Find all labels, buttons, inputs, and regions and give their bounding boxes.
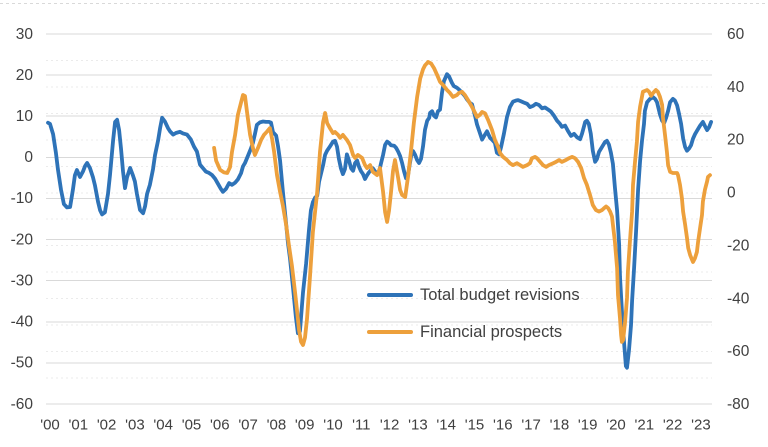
x-axis-tick-label: '22 <box>663 417 683 434</box>
x-axis-tick-label: '05 <box>182 417 202 434</box>
x-axis-tick-label: '07 <box>238 417 258 434</box>
left-axis-tick-label: -30 <box>11 272 34 289</box>
left-axis-tick-label: -60 <box>11 396 34 413</box>
x-axis-tick-label: '02 <box>97 417 117 434</box>
x-axis-tick-label: '15 <box>465 417 485 434</box>
left-axis-tick-label: -50 <box>11 355 34 372</box>
right-axis-tick-label: 20 <box>727 132 745 149</box>
right-axis-tick-label: 40 <box>727 79 745 96</box>
x-axis-tick-label: '01 <box>69 417 89 434</box>
right-axis-tick-label: 0 <box>727 185 736 202</box>
left-axis-tick-label: 30 <box>16 26 34 43</box>
series-line-total-budget-revisions <box>46 72 713 370</box>
x-axis-tick-label: '21 <box>635 417 655 434</box>
x-axis-tick-label: '08 <box>267 417 287 434</box>
legend-swatch-blue-line <box>367 293 413 297</box>
x-axis-tick-label: '10 <box>323 417 343 434</box>
x-axis-tick-label: '23 <box>691 417 711 434</box>
x-axis-tick-label: '20 <box>606 417 626 434</box>
right-axis-tick-label: -60 <box>727 343 750 360</box>
x-axis-tick-label: '18 <box>550 417 570 434</box>
right-axis-tick-label: -80 <box>727 396 750 413</box>
x-axis-tick-label: '13 <box>408 417 428 434</box>
x-axis-tick-label: '16 <box>493 417 513 434</box>
left-axis-tick-label: 0 <box>24 149 33 166</box>
legend-label-financial-prospects: Financial prospects <box>420 323 563 341</box>
x-axis-tick-label: '00 <box>40 417 60 434</box>
x-axis-tick-label: '11 <box>352 417 370 434</box>
legend-swatch-orange-line <box>367 330 413 334</box>
x-axis-tick-label: '12 <box>380 417 400 434</box>
x-axis-tick-label: '04 <box>153 417 173 434</box>
x-axis-tick-label: '17 <box>521 417 541 434</box>
legend-item-financial-prospects: Financial prospects <box>367 323 562 341</box>
left-axis-tick-label: -10 <box>11 190 34 207</box>
x-axis-tick-label: '19 <box>578 417 598 434</box>
legend-item-total-budget-revisions: Total budget revisions <box>367 286 580 304</box>
x-axis-tick-label: '03 <box>125 417 145 434</box>
x-axis-tick-label: '14 <box>436 417 456 434</box>
left-axis-tick-label: -40 <box>11 314 34 331</box>
left-axis-tick-label: 10 <box>16 108 34 125</box>
x-axis-tick-label: '06 <box>210 417 230 434</box>
right-axis-tick-label: 60 <box>727 26 745 43</box>
right-axis-tick-label: -40 <box>727 290 750 307</box>
right-axis-tick-label: -20 <box>727 237 750 254</box>
series-line-financial-prospects <box>212 60 712 347</box>
legend-label-total-budget-revisions: Total budget revisions <box>420 286 580 304</box>
left-axis-tick-label: 20 <box>16 67 34 84</box>
x-axis-tick-label: '09 <box>295 417 315 434</box>
left-axis-tick-label: -20 <box>11 231 34 248</box>
